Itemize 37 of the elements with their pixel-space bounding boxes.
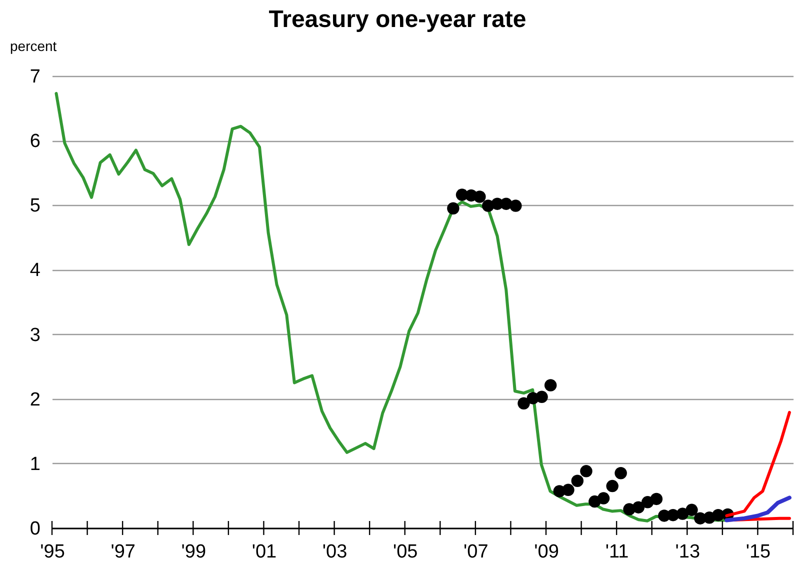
point: [474, 190, 486, 203]
y-tick-label: 2: [30, 389, 40, 410]
point: [597, 492, 610, 504]
x-tick-label: '13: [675, 542, 700, 562]
point: [562, 484, 574, 496]
point: [614, 467, 627, 480]
point: [510, 200, 522, 212]
point: [676, 508, 689, 520]
chart-title: Treasury one-year rate: [268, 6, 526, 33]
point: [650, 492, 663, 506]
point: [447, 202, 460, 214]
point: [686, 504, 698, 516]
x-tick-label: '03: [322, 542, 348, 562]
y-tick-label: 6: [30, 131, 40, 152]
point: [580, 465, 592, 478]
y-tick-label: 5: [30, 196, 40, 217]
y-tick-label: 7: [30, 66, 40, 88]
x-tick-label: '97: [110, 542, 136, 562]
point: [544, 379, 557, 392]
point: [571, 474, 584, 487]
x-tick-label: '99: [181, 542, 206, 562]
y-tick-label: 3: [30, 324, 40, 346]
y-axis-title: percent: [10, 38, 57, 54]
y-tick-label: 4: [30, 260, 41, 282]
x-tick-label: '09: [534, 542, 559, 562]
x-tick-label: '07: [464, 542, 488, 562]
point: [536, 390, 548, 404]
x-tick-label: '95: [40, 542, 65, 562]
x-tick-label: '11: [605, 542, 629, 562]
point: [632, 501, 645, 514]
y-tick-label: 0: [30, 518, 40, 540]
point: [606, 480, 618, 492]
x-tick-label: '05: [392, 542, 418, 562]
x-tick-label: '15: [746, 542, 771, 562]
x-tick-label: '01: [252, 542, 277, 562]
point: [518, 397, 530, 410]
y-tick-label: 1: [30, 454, 40, 475]
